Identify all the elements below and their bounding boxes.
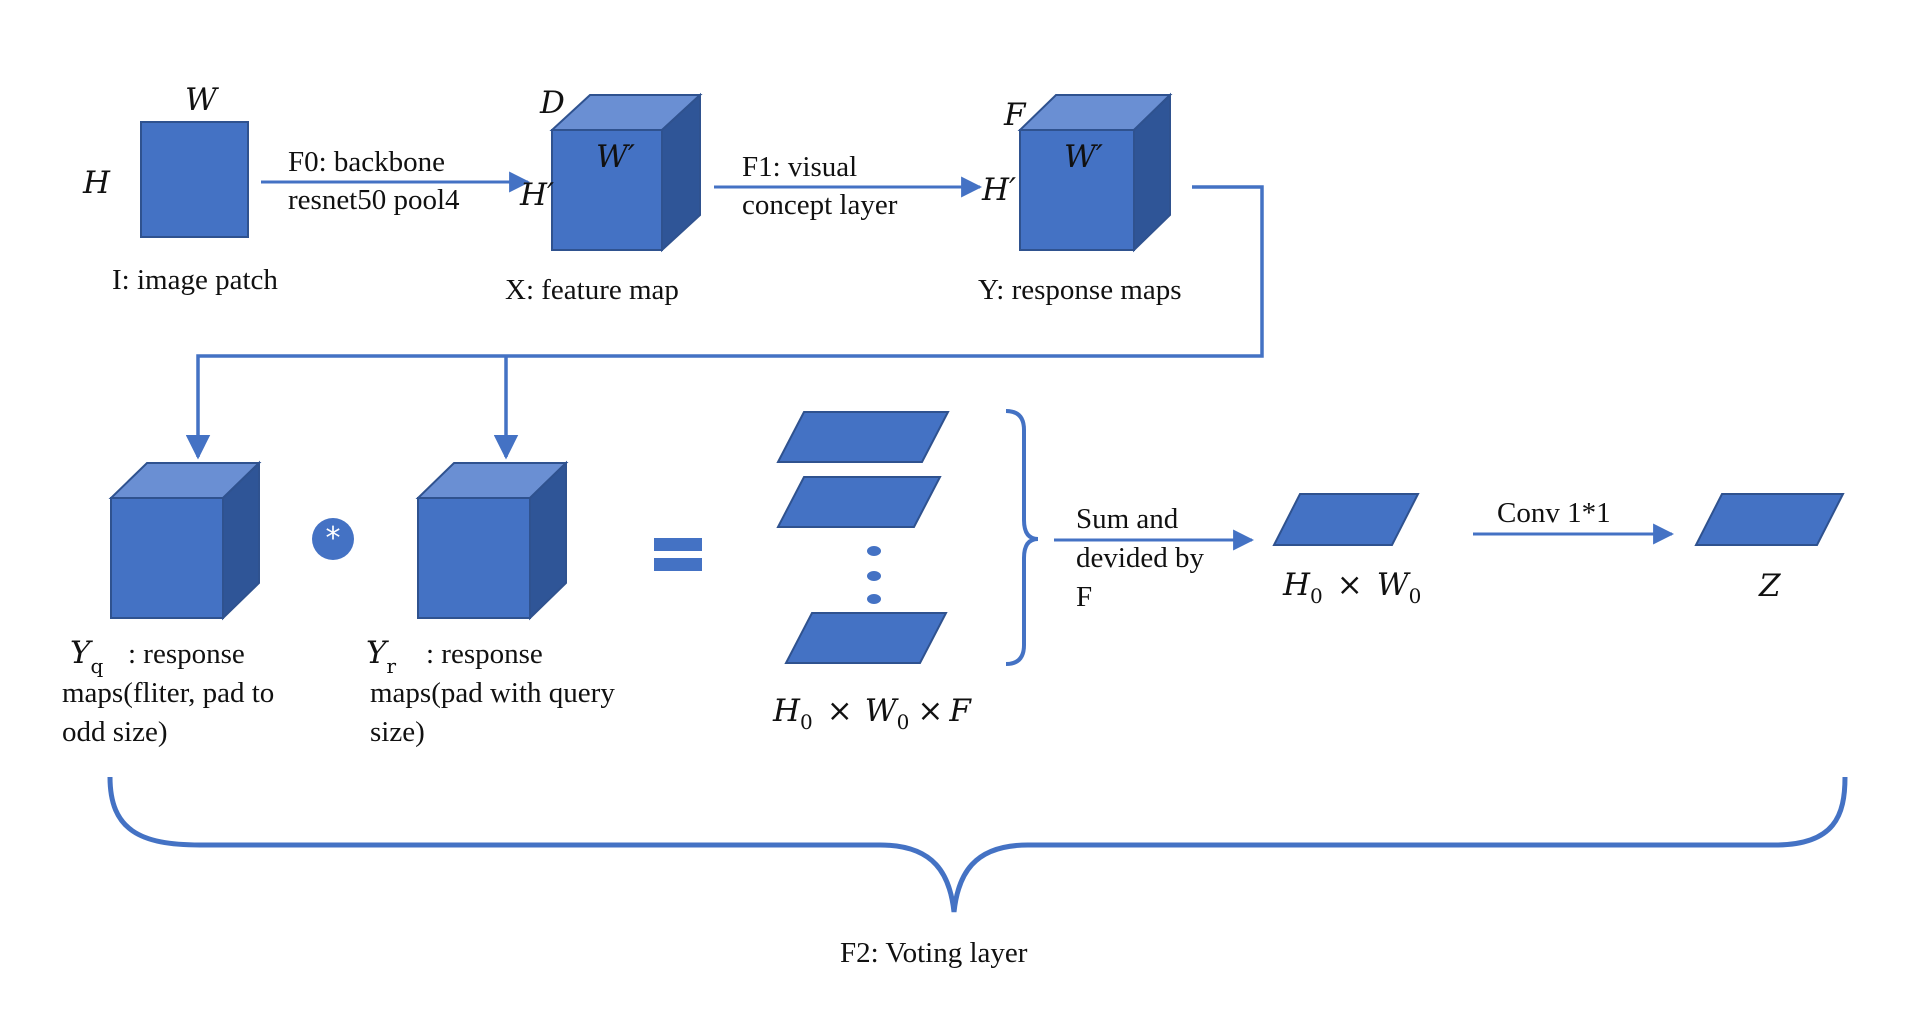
response-maps-caption: Y: response maps xyxy=(978,274,1182,306)
summed-slice xyxy=(1272,493,1420,546)
response-f-label: F xyxy=(1003,97,1027,133)
image-patch-square xyxy=(140,121,249,238)
feature-map-caption: X: feature map xyxy=(505,274,679,306)
voting-brace xyxy=(107,776,1848,913)
f0-label-line2: resnet50 pool4 xyxy=(288,184,460,216)
yr-caption-line1: : response xyxy=(426,638,543,670)
yr-cube xyxy=(415,460,569,621)
yr-caption-line3: size) xyxy=(370,716,425,748)
equals-sign xyxy=(654,538,702,571)
yq-caption-line3: odd size) xyxy=(62,716,168,748)
convolution-symbol: * xyxy=(326,521,341,556)
yr-caption-line2: maps(pad with query xyxy=(370,677,615,709)
voting-layer-caption: F2: Voting layer xyxy=(840,937,1028,969)
response-width-label: W′ xyxy=(1064,139,1103,175)
conv-label: Conv 1*1 xyxy=(1497,497,1611,529)
response-maps-cube xyxy=(1017,92,1173,253)
yq-caption-line1: : response xyxy=(128,638,245,670)
feature-height-label: H′ xyxy=(519,177,554,213)
image-height-label: H xyxy=(82,165,111,201)
stack-caption: H0 × W0 × F xyxy=(772,693,972,734)
f1-label-line2: concept layer xyxy=(742,189,898,221)
summed-slice-caption: H0 × W0 xyxy=(1282,567,1421,608)
connector-line xyxy=(185,185,1264,460)
sum-label-line3: F xyxy=(1076,581,1092,613)
yr-symbol: Yr xyxy=(366,635,396,678)
feature-width-label: W′ xyxy=(596,139,635,175)
yq-symbol: Yq xyxy=(70,635,103,678)
response-slice-stack xyxy=(776,411,950,664)
feature-depth-label: D xyxy=(539,85,565,121)
yq-cube xyxy=(108,460,262,621)
output-z-label: Z xyxy=(1758,568,1781,604)
yq-caption-line2: maps(fliter, pad to xyxy=(62,677,274,709)
response-height-label: H′ xyxy=(981,172,1016,208)
sum-label-line2: devided by xyxy=(1076,542,1205,574)
output-slice xyxy=(1694,493,1845,546)
right-bracket xyxy=(1005,409,1039,666)
image-patch-caption: I: image patch xyxy=(112,264,278,296)
f1-label-line1: F1: visual xyxy=(742,151,857,183)
image-width-label: W xyxy=(185,82,219,118)
sum-label-line1: Sum and xyxy=(1076,503,1179,535)
feature-map-cube xyxy=(549,92,703,253)
convolution-circle xyxy=(312,518,354,560)
f0-label-line1: F0: backbone xyxy=(288,146,445,178)
